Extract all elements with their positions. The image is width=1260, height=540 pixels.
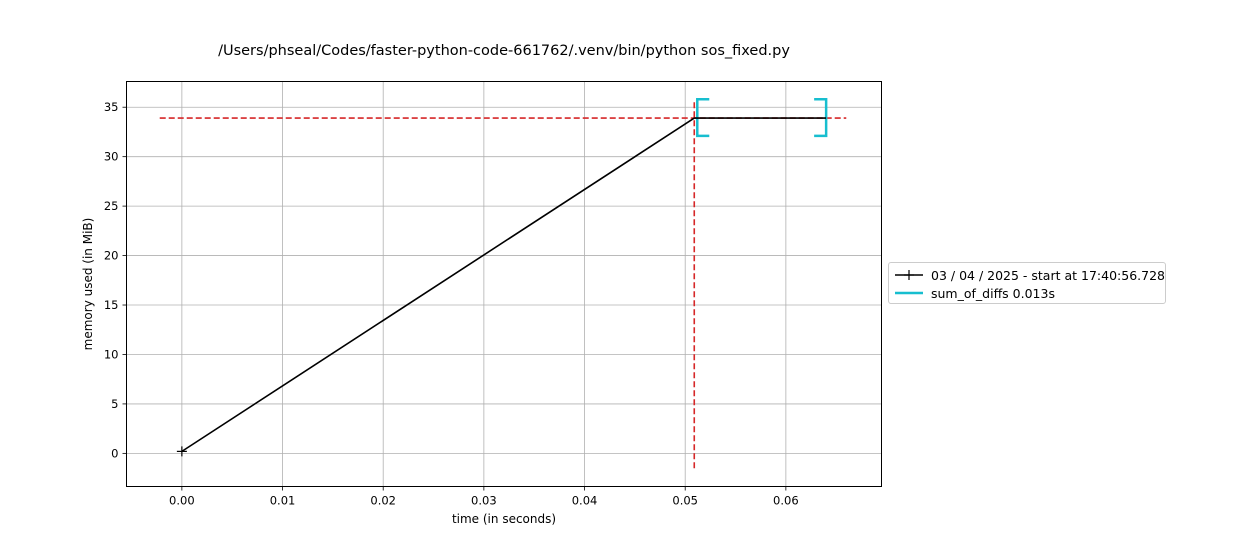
plot-frame — [126, 81, 882, 487]
x-tick-label-2: 0.02 — [370, 494, 396, 508]
y-tick-label-5: 25 — [104, 199, 119, 213]
legend-line-icon — [895, 284, 923, 302]
x-axis-label: time (in seconds) — [452, 512, 556, 526]
x-tick-label-1: 0.01 — [270, 494, 296, 508]
grid-lines — [126, 81, 882, 487]
legend-line-marker-icon — [895, 266, 923, 284]
x-tick-label-4: 0.04 — [572, 494, 598, 508]
legend-item-memory-series: 03 / 04 / 2025 - start at 17:40:56.728 — [895, 266, 1165, 284]
y-axis-ticks: 0 5 10 15 20 25 30 35 — [104, 100, 127, 460]
legend-label-function: sum_of_diffs 0.013s — [931, 285, 1055, 301]
x-tick-label-6: 0.06 — [773, 494, 799, 508]
memory-series — [176, 117, 827, 457]
x-tick-label-3: 0.03 — [471, 494, 497, 508]
legend-item-function: sum_of_diffs 0.013s — [895, 284, 1055, 302]
x-tick-label-5: 0.05 — [672, 494, 698, 508]
y-tick-label-0: 0 — [111, 446, 118, 460]
y-tick-label-1: 5 — [111, 397, 118, 411]
y-tick-label-4: 20 — [104, 249, 119, 263]
y-axis-label: memory used (in MiB) — [81, 218, 95, 351]
chart-title: /Users/phseal/Codes/faster-python-code-6… — [218, 43, 790, 59]
series-line-0 — [181, 117, 827, 453]
legend-label-memory-series: 03 / 04 / 2025 - start at 17:40:56.728 — [931, 267, 1165, 283]
x-axis-ticks: 0.00 0.01 0.02 0.03 0.04 0.05 0.06 — [169, 486, 799, 508]
legend: 03 / 04 / 2025 - start at 17:40:56.728 s… — [888, 262, 1166, 304]
y-tick-label-7: 35 — [104, 100, 119, 114]
y-tick-label-2: 10 — [104, 347, 119, 361]
y-tick-label-3: 15 — [104, 298, 119, 312]
y-tick-label-6: 30 — [104, 150, 119, 164]
x-tick-label-0: 0.00 — [169, 494, 195, 508]
